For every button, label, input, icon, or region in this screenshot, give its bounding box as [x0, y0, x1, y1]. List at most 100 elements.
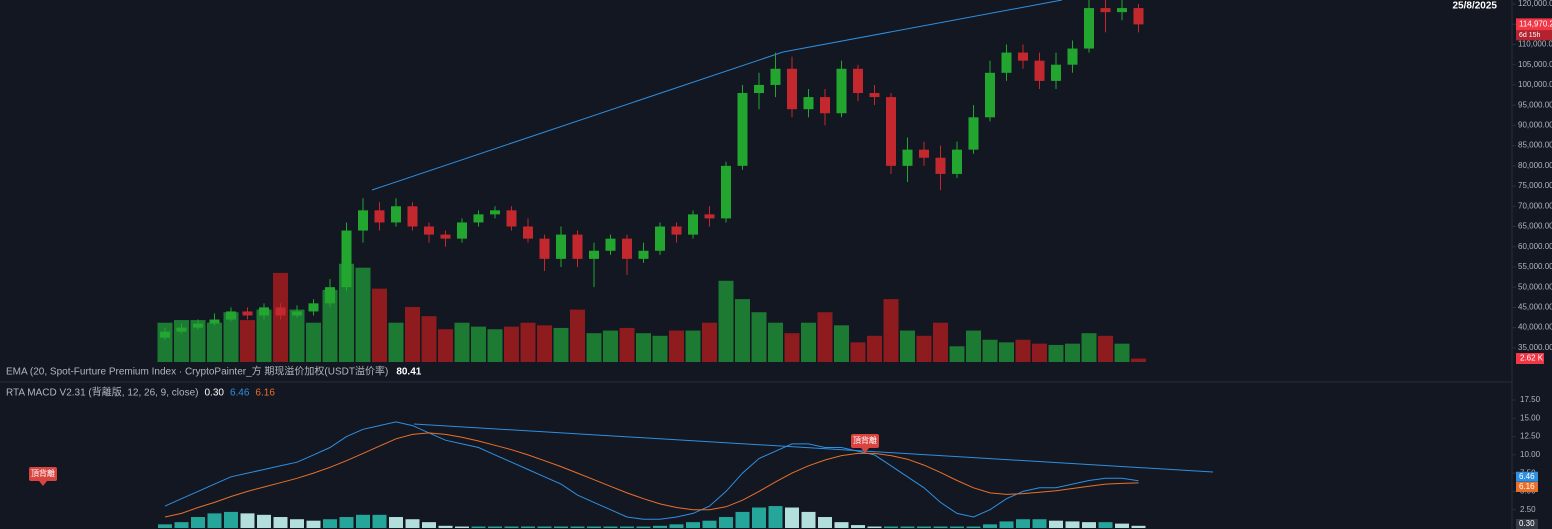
candle-body	[1133, 8, 1144, 25]
candle-body	[688, 214, 698, 235]
candle-body	[754, 84, 764, 94]
candle-body	[919, 149, 929, 158]
volume-bar	[339, 263, 354, 362]
volume-bar	[223, 312, 239, 362]
volume-bar	[669, 330, 684, 362]
candle-body	[671, 226, 682, 235]
volume-bar	[438, 329, 453, 362]
volume-bar	[834, 325, 849, 362]
histogram-bar	[554, 526, 568, 528]
candle-body	[935, 157, 946, 174]
volume-label: 2.62 K	[1520, 354, 1544, 363]
macd-legend-macd: 6.46	[230, 388, 250, 399]
date-label: 25/8/2025	[1453, 1, 1498, 12]
volume-bar	[1032, 343, 1047, 362]
y-tick-label: 40,000.00	[1518, 323, 1552, 332]
candle-body	[770, 68, 781, 85]
histogram-bar	[422, 522, 436, 528]
candle-body	[1001, 52, 1012, 73]
volume-bar	[207, 322, 222, 362]
volume-bar	[718, 280, 734, 362]
y-tick-label: 90,000.00	[1518, 120, 1552, 129]
histogram-bar	[356, 514, 370, 528]
y-tick-label: 95,000.00	[1518, 100, 1552, 109]
volume-bar	[388, 322, 404, 362]
histogram-bar	[966, 526, 981, 528]
volume-bar	[454, 322, 470, 362]
countdown-label: 6d 15h	[1519, 32, 1541, 39]
y-tick-label: 70,000.00	[1518, 201, 1552, 210]
macd-y-tick-label: 10.00	[1520, 450, 1541, 459]
histogram-bar	[405, 519, 420, 528]
candle-body	[209, 319, 220, 324]
candle-body	[1117, 8, 1127, 13]
volume-bar	[900, 330, 915, 362]
y-tick-label: 120,000.00	[1518, 0, 1552, 8]
divergence-pointer	[39, 481, 47, 486]
candle-body	[737, 93, 748, 166]
volume-layer	[157, 263, 1146, 362]
histogram-bar	[1115, 523, 1129, 528]
candle-body	[803, 97, 814, 110]
histogram-last-label: 0.30	[1519, 519, 1535, 528]
candle-body	[1067, 48, 1078, 65]
macd-legend-signal: 6.16	[255, 388, 275, 399]
volume-bar	[537, 325, 552, 362]
candle-body	[259, 307, 269, 316]
signal-last-box	[1516, 481, 1538, 492]
histogram-bar	[273, 517, 288, 528]
volume-bar	[949, 346, 965, 362]
candle-body	[473, 214, 484, 223]
signal-line	[164, 432, 1139, 518]
histogram-bar	[521, 526, 535, 528]
histogram-bar	[323, 519, 337, 528]
ema-legend-title: EMA (20, Spot-Furture Premium Index · Cr…	[6, 365, 388, 378]
candle-body	[424, 226, 434, 235]
candle-body	[886, 97, 896, 166]
divergence-tag	[851, 434, 879, 448]
candle-body	[523, 226, 533, 239]
volume-bar	[1098, 335, 1113, 362]
volume-bar	[520, 322, 536, 362]
candle-body	[572, 234, 583, 259]
volume-bar	[289, 309, 305, 362]
histogram-bar	[1032, 519, 1047, 528]
macd-trend-line	[413, 423, 1214, 473]
histogram-bar	[504, 526, 519, 528]
candle-body	[605, 238, 616, 251]
candle-body	[1051, 64, 1061, 81]
histogram-bar	[389, 517, 403, 528]
volume-bar	[1131, 358, 1146, 362]
ema-legend-value: 80.41	[396, 367, 421, 378]
divergence-pointer	[861, 448, 869, 453]
candle-body	[1100, 8, 1111, 13]
candle-body	[853, 68, 863, 94]
histogram-bar	[587, 526, 601, 528]
histogram-bar	[719, 517, 733, 528]
histogram-bar	[900, 526, 915, 528]
y-tick-label: 45,000.00	[1518, 303, 1552, 312]
volume-bar	[553, 327, 569, 362]
volume-bar	[471, 326, 486, 362]
countdown-box	[1516, 30, 1552, 41]
histogram-bar	[636, 526, 651, 528]
signal-last-box-label: 6.16	[1519, 482, 1535, 491]
candle-body	[704, 214, 715, 219]
volume-bar	[1065, 343, 1080, 362]
histogram-bar	[867, 526, 882, 528]
candle-body	[374, 210, 385, 223]
histogram-bar	[851, 525, 865, 528]
candle-body	[275, 307, 286, 316]
candle-body	[1018, 52, 1028, 61]
volume-bar	[636, 333, 651, 362]
candle-body	[506, 210, 517, 227]
volume-bar	[421, 316, 437, 362]
histogram-bar	[257, 514, 271, 528]
histogram-bar	[471, 526, 486, 528]
volume-bar	[735, 299, 750, 362]
candle-body	[242, 311, 253, 316]
histogram-bar	[653, 525, 667, 528]
candle-body	[490, 210, 500, 215]
histogram-bar	[620, 526, 634, 528]
y-tick-label: 105,000.00	[1518, 60, 1552, 69]
